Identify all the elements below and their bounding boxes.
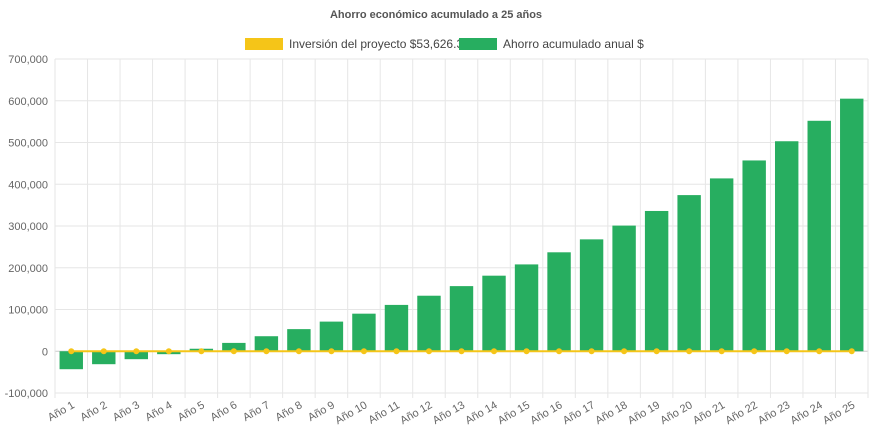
bar-año-8[interactable]	[287, 329, 311, 352]
investment-point[interactable]	[68, 348, 75, 355]
investment-point[interactable]	[751, 348, 758, 355]
bar-año-6[interactable]	[222, 342, 246, 352]
y-tick-label: -100,000	[5, 388, 48, 400]
x-tick-label: Año 8	[274, 399, 305, 424]
bar-año-21[interactable]	[709, 178, 734, 352]
investment-point[interactable]	[653, 348, 660, 355]
x-tick-label: Año 18	[593, 399, 629, 427]
y-axis: 700,000 600,000 500,000 400,000 300,000 200,0…	[5, 54, 48, 400]
investment-point[interactable]	[588, 348, 595, 355]
investment-point[interactable]	[133, 348, 140, 355]
legend: Inversión del proyecto $53,626.30 Ahorro…	[245, 37, 644, 51]
legend-item-investment[interactable]: Inversión del proyecto $53,626.30	[245, 37, 470, 51]
legend-item-savings[interactable]: Ahorro acumulado anual $	[459, 37, 644, 51]
bar-año-7[interactable]	[254, 336, 279, 352]
x-tick-label: Año 4	[143, 399, 174, 424]
investment-point[interactable]	[816, 348, 823, 355]
bar-año-3[interactable]	[124, 351, 149, 360]
x-axis: Año 1 Año 2 Año 3 Año 4 Año 5 Año 6 Año 7 Año 8…	[46, 399, 857, 427]
bar-año-9[interactable]	[319, 321, 344, 352]
bar-año-19[interactable]	[644, 210, 669, 352]
x-tick-label: Año 19	[626, 399, 662, 427]
investment-point[interactable]	[165, 348, 172, 355]
bar-año-1[interactable]	[59, 351, 83, 370]
legend-swatch-savings	[459, 38, 497, 50]
x-tick-label: Año 15	[496, 399, 532, 427]
x-tick-label: Año 12	[398, 399, 434, 427]
y-tick-label: 0	[42, 346, 48, 358]
x-tick-label: Año 23	[756, 399, 792, 427]
bar-año-18[interactable]	[612, 225, 636, 352]
y-tick-label: 600,000	[8, 96, 48, 108]
investment-point[interactable]	[686, 348, 693, 355]
x-tick-label: Año 25	[821, 399, 857, 427]
investment-point[interactable]	[360, 348, 367, 355]
bar-año-10[interactable]	[352, 313, 376, 352]
investment-point[interactable]	[783, 348, 790, 355]
bar-año-11[interactable]	[384, 304, 409, 352]
legend-swatch-investment	[245, 38, 283, 50]
x-tick-label: Año 16	[528, 399, 564, 427]
investment-line	[68, 348, 855, 355]
x-tick-label: Año 17	[561, 399, 597, 427]
investment-point[interactable]	[263, 348, 270, 355]
x-tick-label: Año 1	[46, 399, 77, 424]
bar-año-2[interactable]	[92, 351, 116, 365]
investment-point[interactable]	[328, 348, 335, 355]
legend-label-savings: Ahorro acumulado anual $	[503, 37, 644, 51]
investment-point[interactable]	[718, 348, 725, 355]
y-tick-label: 200,000	[8, 263, 48, 275]
x-tick-label: Año 13	[431, 399, 467, 427]
y-tick-label: 100,000	[8, 305, 48, 317]
legend-label-investment: Inversión del proyecto $53,626.30	[289, 37, 470, 51]
y-tick-label: 300,000	[8, 221, 48, 233]
investment-point[interactable]	[425, 348, 432, 355]
x-tick-label: Año 7	[241, 399, 272, 424]
bar-año-13[interactable]	[449, 286, 474, 352]
bar-año-17[interactable]	[579, 239, 604, 352]
y-tick-label: 500,000	[8, 138, 48, 150]
investment-point[interactable]	[198, 348, 205, 355]
x-tick-label: Año 24	[789, 399, 825, 427]
x-tick-label: Año 10	[333, 399, 369, 427]
investment-point[interactable]	[295, 348, 302, 355]
x-tick-label: Año 22	[723, 399, 759, 427]
investment-point[interactable]	[523, 348, 530, 355]
investment-point[interactable]	[491, 348, 498, 355]
x-tick-label: Año 5	[176, 399, 207, 424]
bar-año-25[interactable]	[840, 98, 864, 352]
y-tick-label: 700,000	[8, 54, 48, 66]
bar-año-15[interactable]	[514, 264, 539, 352]
bar-año-12[interactable]	[417, 295, 441, 352]
bar-año-22[interactable]	[742, 160, 766, 352]
x-tick-label: Año 11	[366, 399, 401, 426]
bar-año-20[interactable]	[677, 195, 701, 352]
investment-point[interactable]	[230, 348, 237, 355]
bar-año-23[interactable]	[774, 141, 799, 352]
bar-año-14[interactable]	[482, 275, 506, 352]
x-tick-label: Año 20	[658, 399, 694, 427]
investment-point[interactable]	[393, 348, 400, 355]
x-tick-label: Año 9	[306, 399, 337, 424]
investment-point[interactable]	[556, 348, 563, 355]
x-tick-label: Año 6	[208, 399, 239, 424]
investment-point[interactable]	[458, 348, 465, 355]
x-tick-label: Año 3	[111, 399, 142, 424]
y-tick-label: 400,000	[8, 179, 48, 191]
x-tick-label: Año 14	[463, 399, 499, 427]
x-tick-label: Año 2	[78, 399, 109, 424]
x-tick-label: Año 21	[691, 399, 727, 427]
investment-point[interactable]	[848, 348, 855, 355]
chart-title: Ahorro económico acumulado a 25 años	[330, 9, 542, 21]
investment-point[interactable]	[100, 348, 107, 355]
bar-año-16[interactable]	[547, 252, 571, 352]
bars	[59, 98, 864, 370]
investment-point[interactable]	[621, 348, 628, 355]
grid	[54, 58, 869, 398]
bar-año-24[interactable]	[807, 120, 831, 352]
